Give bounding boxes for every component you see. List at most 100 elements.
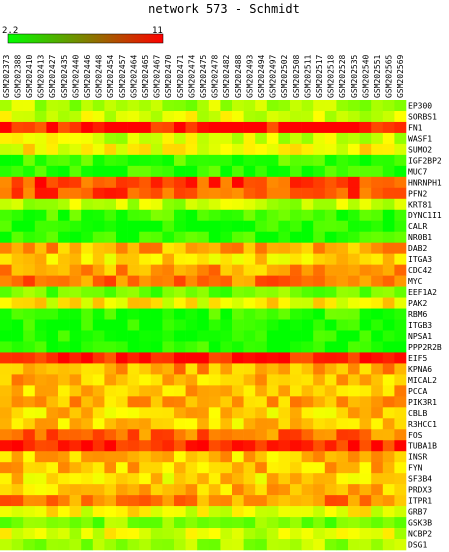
heatmap-cell bbox=[208, 176, 221, 189]
heatmap-cell bbox=[220, 242, 233, 254]
heatmap-cell bbox=[290, 165, 302, 178]
heatmap-cell bbox=[324, 517, 337, 529]
heatmap-cell bbox=[197, 209, 210, 222]
heatmap-cell bbox=[174, 253, 186, 265]
heatmap-cell bbox=[185, 231, 198, 243]
heatmap-cell bbox=[69, 440, 82, 452]
heatmap-cell bbox=[266, 418, 279, 430]
heatmap-cell bbox=[58, 341, 70, 353]
heatmap-cell bbox=[290, 319, 302, 331]
heatmap-cell bbox=[139, 396, 152, 408]
heatmap-cell bbox=[348, 297, 360, 309]
heatmap-cell bbox=[208, 407, 221, 419]
heatmap-cell bbox=[92, 308, 105, 320]
heatmap-cell bbox=[11, 209, 24, 222]
heatmap-cell bbox=[278, 165, 291, 178]
heatmap-cell bbox=[301, 528, 314, 540]
heatmap-cell bbox=[116, 143, 128, 156]
heatmap-cell bbox=[394, 473, 407, 485]
heatmap-cell bbox=[278, 363, 291, 375]
heatmap-cell bbox=[278, 418, 291, 430]
heatmap-cell bbox=[232, 396, 244, 408]
heatmap-cell bbox=[116, 264, 128, 276]
heatmap-cell bbox=[266, 220, 279, 233]
heatmap-cell bbox=[81, 341, 94, 353]
heatmap-cell bbox=[81, 253, 94, 265]
heatmap-cell bbox=[58, 396, 70, 408]
heatmap-cell bbox=[58, 286, 70, 298]
heatmap-cell bbox=[162, 484, 175, 496]
heatmap-cell bbox=[150, 132, 163, 145]
heatmap-cell bbox=[313, 253, 326, 265]
heatmap-cell bbox=[11, 407, 24, 419]
heatmap-cell bbox=[174, 429, 186, 441]
heatmap-cell bbox=[348, 308, 360, 320]
heatmap-cell bbox=[220, 495, 233, 507]
heatmap-cell bbox=[394, 539, 407, 551]
heatmap-cell bbox=[371, 429, 384, 441]
heatmap-cell bbox=[301, 143, 314, 156]
colorbar-max-label: 11 bbox=[152, 26, 163, 36]
heatmap-cell bbox=[185, 110, 198, 123]
heatmap-cell bbox=[11, 187, 24, 200]
heatmap-cell bbox=[232, 110, 244, 123]
heatmap-cell bbox=[81, 396, 94, 408]
heatmap-cell bbox=[348, 539, 360, 551]
heatmap-cell bbox=[127, 187, 140, 200]
column-label: GSM202464 bbox=[129, 54, 138, 98]
heatmap-cell bbox=[127, 231, 140, 243]
heatmap-cell bbox=[127, 440, 140, 452]
heatmap-cell bbox=[11, 473, 24, 485]
heatmap-cell bbox=[11, 100, 24, 112]
heatmap-cell bbox=[46, 418, 59, 430]
heatmap-cell bbox=[290, 363, 302, 375]
heatmap-cell bbox=[139, 297, 152, 309]
heatmap-cell bbox=[34, 506, 47, 518]
heatmap-cell bbox=[232, 132, 244, 145]
heatmap-cell bbox=[139, 407, 152, 419]
heatmap-cell bbox=[382, 429, 395, 441]
heatmap-cell bbox=[313, 154, 326, 167]
heatmap-cell bbox=[81, 297, 94, 309]
heatmap-cell bbox=[266, 495, 279, 507]
heatmap-cell bbox=[220, 132, 233, 145]
heatmap-cell bbox=[220, 462, 233, 474]
heatmap-cell bbox=[81, 121, 94, 134]
heatmap-cell bbox=[197, 275, 210, 287]
row-label: NCBP2 bbox=[408, 530, 432, 539]
heatmap-cell bbox=[336, 143, 349, 156]
heatmap-cell bbox=[127, 363, 140, 375]
heatmap-cell bbox=[127, 132, 140, 145]
heatmap-cell bbox=[11, 506, 24, 518]
heatmap-cell bbox=[336, 286, 349, 298]
heatmap-cell bbox=[278, 297, 291, 309]
heatmap-cell bbox=[220, 407, 233, 419]
heatmap-cell bbox=[23, 506, 36, 518]
heatmap-cell bbox=[23, 220, 36, 233]
heatmap-cell bbox=[290, 100, 302, 112]
heatmap-cell bbox=[185, 374, 198, 386]
heatmap-cell bbox=[116, 517, 128, 529]
heatmap-cell bbox=[382, 286, 395, 298]
heatmap-cell bbox=[278, 451, 291, 463]
heatmap-cell bbox=[81, 407, 94, 419]
heatmap-cell bbox=[382, 517, 395, 529]
heatmap-cell bbox=[58, 253, 70, 265]
heatmap-cell bbox=[23, 308, 36, 320]
heatmap-cell bbox=[46, 253, 59, 265]
heatmap-cell bbox=[359, 385, 372, 397]
heatmap-cell bbox=[243, 209, 256, 222]
heatmap-cell bbox=[185, 440, 198, 452]
heatmap-cell bbox=[348, 363, 360, 375]
heatmap-cell bbox=[0, 253, 12, 265]
heatmap-cell bbox=[174, 231, 186, 243]
row-label: PPP2R2B bbox=[408, 343, 442, 352]
heatmap-cell bbox=[232, 407, 244, 419]
heatmap-cell bbox=[34, 165, 47, 178]
heatmap-cell bbox=[232, 418, 244, 430]
heatmap-cell bbox=[69, 418, 82, 430]
heatmap-cell bbox=[394, 286, 407, 298]
row-label: MUC7 bbox=[408, 167, 427, 176]
heatmap-cell bbox=[104, 286, 117, 298]
